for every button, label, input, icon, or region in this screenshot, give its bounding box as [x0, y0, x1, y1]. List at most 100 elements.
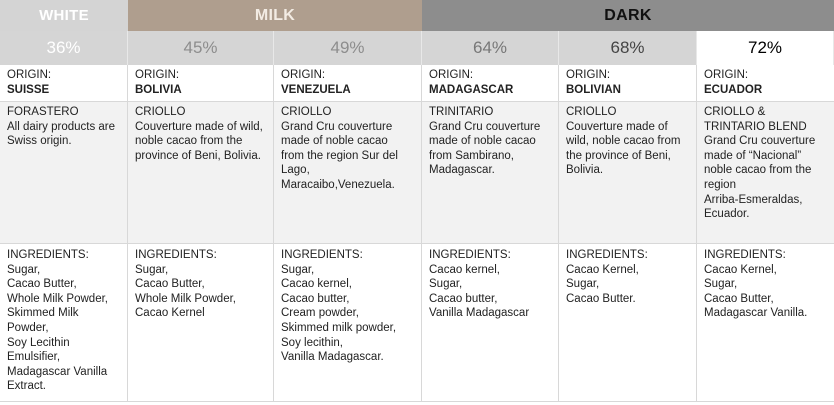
- bean-description-cell: TRINITARIO Grand Cru couverture made of no…: [422, 102, 559, 244]
- description-line: Madagascar.: [429, 164, 495, 177]
- description-line: from the region Sur del: [281, 149, 398, 162]
- bean-variety: CRIOLLO: [281, 106, 332, 118]
- ingredients-heading: INGREDIENTS:: [281, 249, 363, 261]
- ingredient-item: Sugar,: [281, 263, 315, 276]
- ingredient-item: Whole Milk Powder,: [7, 292, 108, 305]
- ingredient-item: Cacao butter,: [429, 292, 498, 305]
- ingredient-item: Madagascar Vanilla: [7, 365, 108, 378]
- description-line: Bolivia.: [566, 164, 604, 177]
- description-line: the province of Beni,: [566, 149, 671, 162]
- bean-variety: CRIOLLO: [135, 106, 186, 118]
- cacao-percentage: 68%: [559, 31, 697, 65]
- ingredient-item: Soy Lecithin: [7, 336, 70, 349]
- ingredients-heading: INGREDIENTS:: [7, 249, 89, 261]
- description-line: Swiss origin.: [7, 135, 72, 148]
- ingredient-item: Vanilla Madagascar.: [281, 351, 384, 364]
- ingredient-item: Cacao Kernel: [135, 307, 205, 320]
- ingredient-item: Skimmed milk powder,: [281, 321, 397, 334]
- origin-country: MADAGASCAR: [429, 83, 514, 96]
- ingredient-item: Soy lecithin,: [281, 336, 344, 349]
- bean-description-cell: CRIOLLO Grand Cru couverture made of noble…: [274, 102, 422, 244]
- description-line: All dairy products are: [7, 120, 116, 133]
- ingredient-item: Sugar,: [135, 263, 169, 276]
- category-header-white: WHITE: [0, 0, 128, 31]
- description-line: Couverture made of wild,: [135, 120, 263, 133]
- origin-country: BOLIVIAN: [566, 83, 621, 96]
- ingredients-cell: INGREDIENTS: Sugar, Cacao kernel, Cacao but…: [274, 244, 422, 402]
- origin-country: BOLIVIA: [135, 83, 182, 96]
- bean-description-cell: CRIOLLO Couverture made of wild, noble cac…: [128, 102, 274, 244]
- ingredients-heading: INGREDIENTS:: [704, 249, 786, 261]
- description-line: made of noble cacao: [281, 135, 388, 148]
- origin-label: ORIGIN:: [135, 69, 180, 81]
- bean-variety: CRIOLLO &: [704, 106, 766, 118]
- ingredient-item: Cacao Butter.: [566, 292, 636, 305]
- ingredients-heading: INGREDIENTS:: [135, 249, 217, 261]
- ingredients-cell: INGREDIENTS: Cacao Kernel, Sugar, Cacao But…: [559, 244, 697, 402]
- description-line: TRINTARIO BLEND: [704, 120, 807, 133]
- ingredient-item: Cacao kernel,: [281, 278, 352, 291]
- ingredient-item: Cacao Butter,: [7, 278, 77, 291]
- description-line: province of Beni, Bolivia.: [135, 149, 261, 162]
- description-line: made of noble cacao: [429, 135, 536, 148]
- ingredient-item: Cacao Butter,: [704, 292, 774, 305]
- bean-variety: CRIOLLO: [566, 106, 617, 118]
- description-line: wild, noble cacao from: [566, 135, 681, 148]
- description-line: Ecuador.: [704, 208, 750, 221]
- bean-description-cell: CRIOLLO Couverture made of wild, noble cac…: [559, 102, 697, 244]
- description-line: Grand Cru couverture: [429, 120, 541, 133]
- ingredient-item: Sugar,: [429, 278, 463, 291]
- description-line: Couverture made of: [566, 120, 668, 133]
- ingredients-cell: INGREDIENTS: Sugar, Cacao Butter, Whole Mil…: [128, 244, 274, 402]
- ingredient-item: Cacao Kernel,: [704, 263, 777, 276]
- ingredients-heading: INGREDIENTS:: [566, 249, 648, 261]
- cacao-percentage: 36%: [0, 31, 128, 65]
- ingredients-cell: INGREDIENTS: Cacao kernel, Sugar, Cacao but…: [422, 244, 559, 402]
- description-line: Arriba-Esmeraldas,: [704, 193, 803, 206]
- ingredient-item: Sugar,: [566, 278, 600, 291]
- ingredient-item: Cacao Kernel,: [566, 263, 639, 276]
- description-line: from Sambirano,: [429, 149, 515, 162]
- description-line: Grand Cru couverture: [281, 120, 393, 133]
- category-header-milk: MILK: [128, 0, 422, 31]
- ingredients-cell: INGREDIENTS: Cacao Kernel, Sugar, Cacao But…: [697, 244, 834, 402]
- origin-country: VENEZUELA: [281, 83, 351, 96]
- ingredient-item: Sugar,: [7, 263, 41, 276]
- origin-cell: ORIGIN: BOLIVIA: [128, 65, 274, 102]
- description-line: noble cacao from the: [704, 164, 812, 177]
- ingredient-item: Vanilla Madagascar: [429, 307, 530, 320]
- origin-country: ECUADOR: [704, 83, 763, 96]
- ingredient-item: Sugar,: [704, 278, 738, 291]
- ingredient-item: Cream powder,: [281, 307, 359, 320]
- origin-label: ORIGIN:: [704, 69, 749, 81]
- origin-label: ORIGIN:: [7, 69, 52, 81]
- cacao-percentage: 49%: [274, 31, 422, 65]
- ingredient-item: Skimmed Milk: [7, 307, 79, 320]
- origin-label: ORIGIN:: [281, 69, 326, 81]
- origin-cell: ORIGIN: BOLIVIAN: [559, 65, 697, 102]
- description-line: Lago,: [281, 164, 310, 177]
- ingredient-item: Cacao butter,: [281, 292, 350, 305]
- bean-variety: TRINITARIO: [429, 106, 494, 118]
- origin-cell: ORIGIN: SUISSE: [0, 65, 128, 102]
- bean-description-cell: CRIOLLO & TRINTARIO BLEND Grand Cru couver…: [697, 102, 834, 244]
- cacao-percentage: 64%: [422, 31, 559, 65]
- category-header-dark: DARK: [422, 0, 834, 31]
- ingredient-item: Whole Milk Powder,: [135, 292, 236, 305]
- ingredient-item: Extract.: [7, 380, 46, 393]
- bean-variety: FORASTERO: [7, 106, 79, 118]
- description-line: Grand Cru couverture: [704, 135, 816, 148]
- origin-cell: ORIGIN: ECUADOR: [697, 65, 834, 102]
- ingredient-item: Cacao kernel,: [429, 263, 500, 276]
- description-line: noble cacao from the: [135, 135, 243, 148]
- bean-description-cell: FORASTERO All dairy products are Swiss ori…: [0, 102, 128, 244]
- ingredient-item: Cacao Butter,: [135, 278, 205, 291]
- origin-cell: ORIGIN: VENEZUELA: [274, 65, 422, 102]
- ingredient-item: Emulsifier,: [7, 351, 61, 364]
- description-line: region: [704, 178, 736, 191]
- description-line: made of “Nacional”: [704, 149, 802, 162]
- ingredients-cell: INGREDIENTS: Sugar, Cacao Butter, Whole Mil…: [0, 244, 128, 402]
- cacao-percentage: 72%: [697, 31, 834, 65]
- description-line: Maracaibo,Venezuela.: [281, 178, 395, 191]
